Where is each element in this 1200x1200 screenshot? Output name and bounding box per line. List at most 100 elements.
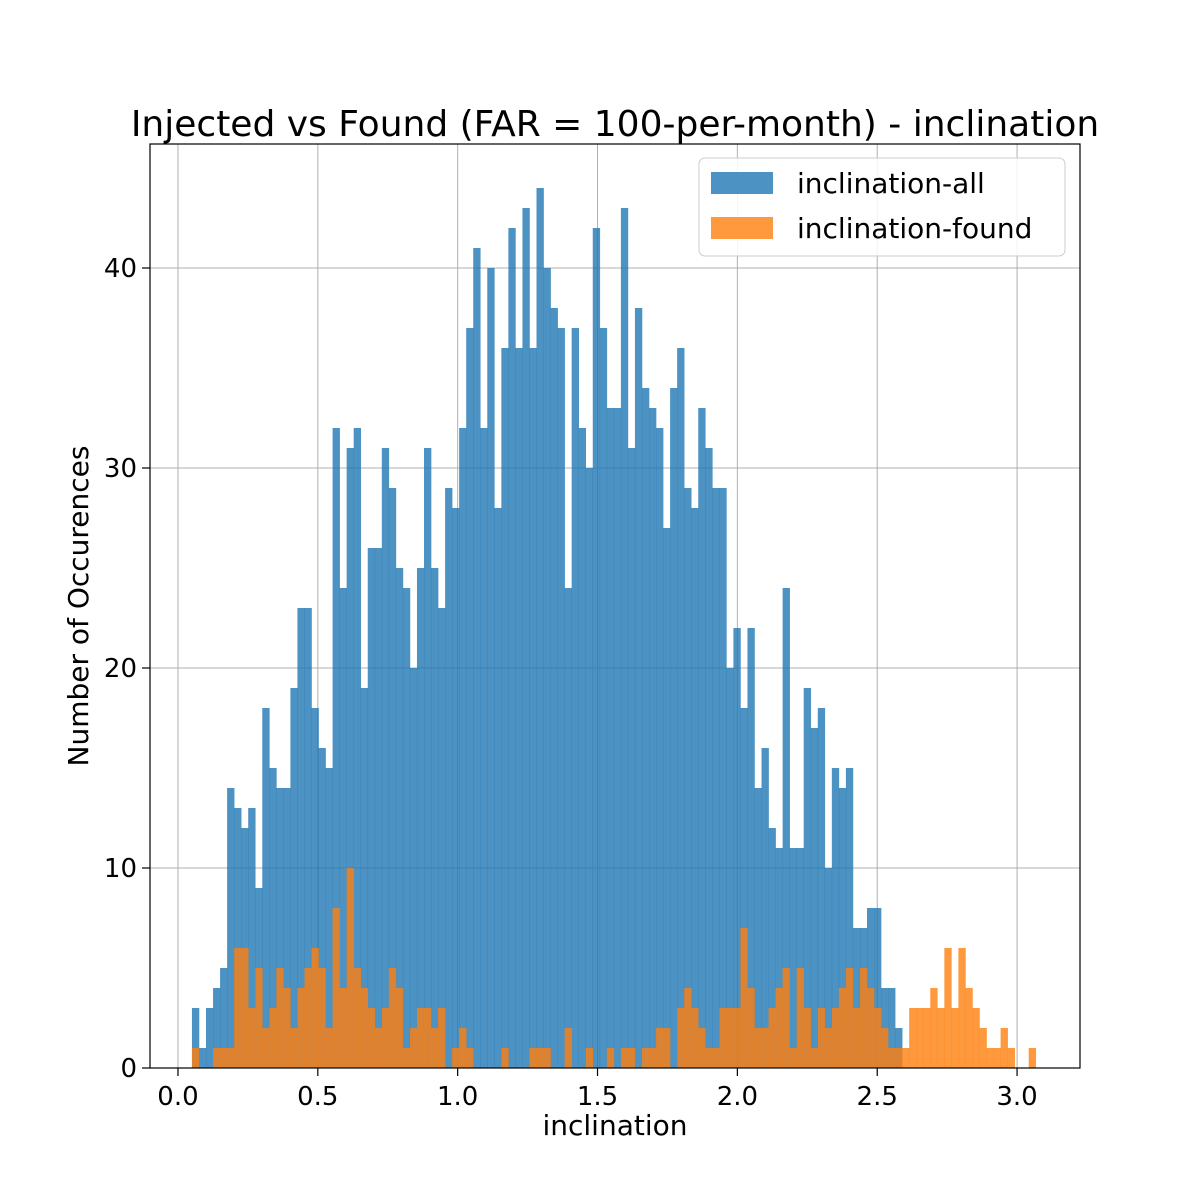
bar-inclination-found-44 <box>501 1048 509 1068</box>
bar-inclination-found-39 <box>466 1048 474 1068</box>
bar-inclination-found-5 <box>227 1048 235 1068</box>
bar-inclination-all-99 <box>888 988 896 1068</box>
bar-inclination-all-79 <box>747 628 755 1068</box>
bar-inclination-all-52 <box>557 328 565 1068</box>
bar-inclination-found-85 <box>789 1048 797 1068</box>
bar-inclination-all-90 <box>824 868 833 1068</box>
series-inclination-all <box>191 188 903 1068</box>
plot-frame <box>149 143 1081 1069</box>
bar-inclination-found-115 <box>1000 1028 1008 1068</box>
bar-inclination-found-72 <box>698 1028 706 1068</box>
bar-inclination-found-98 <box>881 1028 889 1068</box>
bar-inclination-all-57 <box>592 228 601 1068</box>
bar-inclination-all-0 <box>191 1008 200 1068</box>
bar-inclination-all-47 <box>522 208 530 1068</box>
bar-inclination-all-12 <box>276 788 284 1068</box>
bar-inclination-found-33 <box>423 1008 432 1068</box>
x-tick-label-2: 1.0 <box>437 1082 478 1112</box>
x-tick-label-1: 0.5 <box>297 1082 338 1112</box>
y-tick-label-2: 20 <box>104 654 137 684</box>
bar-inclination-all-24 <box>360 688 369 1068</box>
bar-inclination-all-64 <box>641 388 650 1068</box>
bar-inclination-all-40 <box>473 248 481 1068</box>
bar-inclination-all-43 <box>494 508 502 1068</box>
bar-inclination-found-29 <box>395 988 404 1068</box>
legend-label-inclination-all: inclination-all <box>797 167 985 200</box>
bar-inclination-all-5 <box>227 788 235 1068</box>
bar-inclination-found-31 <box>409 1028 418 1068</box>
bar-inclination-all-30 <box>402 588 411 1068</box>
bar-inclination-all-19 <box>325 768 333 1068</box>
bar-inclination-found-101 <box>902 1048 910 1068</box>
bar-inclination-found-11 <box>269 1008 277 1068</box>
bar-inclination-all-14 <box>290 688 298 1068</box>
bar-inclination-all-75 <box>719 488 727 1068</box>
bar-inclination-all-39 <box>466 328 474 1068</box>
bar-inclination-all-17 <box>311 708 319 1068</box>
bar-inclination-found-94 <box>852 1008 861 1068</box>
bar-inclination-all-62 <box>627 448 636 1068</box>
bar-inclination-all-93 <box>845 768 854 1068</box>
bar-inclination-all-42 <box>487 268 495 1068</box>
bar-inclination-found-35 <box>438 1008 446 1068</box>
bar-inclination-all-41 <box>480 428 488 1068</box>
bar-inclination-all-68 <box>670 388 678 1068</box>
bar-inclination-all-54 <box>571 328 579 1068</box>
bar-inclination-found-56 <box>585 1048 594 1068</box>
bar-inclination-all-46 <box>515 348 523 1068</box>
bar-inclination-found-6 <box>234 948 242 1068</box>
bar-inclination-found-80 <box>754 1028 762 1068</box>
bar-inclination-found-19 <box>325 1028 333 1068</box>
bar-inclination-found-116 <box>1007 1048 1015 1068</box>
bar-inclination-found-102 <box>909 1008 917 1068</box>
bar-inclination-found-69 <box>677 1008 685 1068</box>
bar-inclination-found-113 <box>986 1048 994 1068</box>
bar-inclination-all-22 <box>346 448 354 1068</box>
bar-inclination-all-27 <box>381 448 390 1068</box>
bar-inclination-found-4 <box>220 1048 228 1068</box>
bar-inclination-found-49 <box>536 1048 544 1068</box>
bar-inclination-all-94 <box>852 928 861 1068</box>
x-tick-label-0: 0.0 <box>157 1082 198 1112</box>
bar-inclination-found-95 <box>859 968 868 1068</box>
x-tick-label-4: 2.0 <box>717 1082 758 1112</box>
bar-inclination-found-88 <box>810 1048 819 1068</box>
bar-inclination-all-45 <box>508 228 516 1068</box>
histogram-bars <box>191 188 1037 1068</box>
bar-inclination-found-79 <box>747 988 755 1068</box>
bar-inclination-found-84 <box>782 968 790 1068</box>
bar-inclination-all-50 <box>543 268 551 1068</box>
y-tick-label-1: 10 <box>104 854 137 884</box>
bar-inclination-all-69 <box>677 348 685 1068</box>
bar-inclination-all-51 <box>550 308 558 1068</box>
bar-inclination-found-53 <box>564 1028 572 1068</box>
bar-inclination-found-83 <box>775 988 783 1068</box>
bar-inclination-found-65 <box>649 1048 657 1068</box>
bar-inclination-all-65 <box>649 408 657 1068</box>
y-tick-label-4: 40 <box>104 254 137 284</box>
bar-inclination-all-66 <box>656 428 664 1068</box>
bar-inclination-all-35 <box>438 608 446 1068</box>
bar-inclination-found-106 <box>937 1008 945 1068</box>
bar-inclination-all-48 <box>529 348 537 1068</box>
bar-inclination-found-70 <box>684 988 692 1068</box>
bar-inclination-all-38 <box>459 428 467 1068</box>
bar-inclination-found-27 <box>381 1008 390 1068</box>
bar-inclination-all-77 <box>733 628 741 1068</box>
bar-inclination-found-30 <box>402 1048 411 1068</box>
bar-inclination-found-64 <box>641 1048 650 1068</box>
bar-inclination-found-9 <box>255 968 263 1068</box>
bar-inclination-found-23 <box>353 968 362 1068</box>
legend-box <box>698 157 1066 257</box>
bar-inclination-all-26 <box>374 548 383 1068</box>
x-tick-label-5: 2.5 <box>857 1082 898 1112</box>
bar-inclination-found-25 <box>367 1008 376 1068</box>
bar-inclination-all-56 <box>585 468 594 1068</box>
bar-inclination-all-80 <box>754 788 762 1068</box>
bar-inclination-all-28 <box>388 488 397 1068</box>
bar-inclination-found-14 <box>290 1028 298 1068</box>
bar-inclination-found-75 <box>719 1008 727 1068</box>
bar-inclination-found-119 <box>1028 1048 1037 1068</box>
legend-swatch-inclination-found <box>711 217 773 239</box>
